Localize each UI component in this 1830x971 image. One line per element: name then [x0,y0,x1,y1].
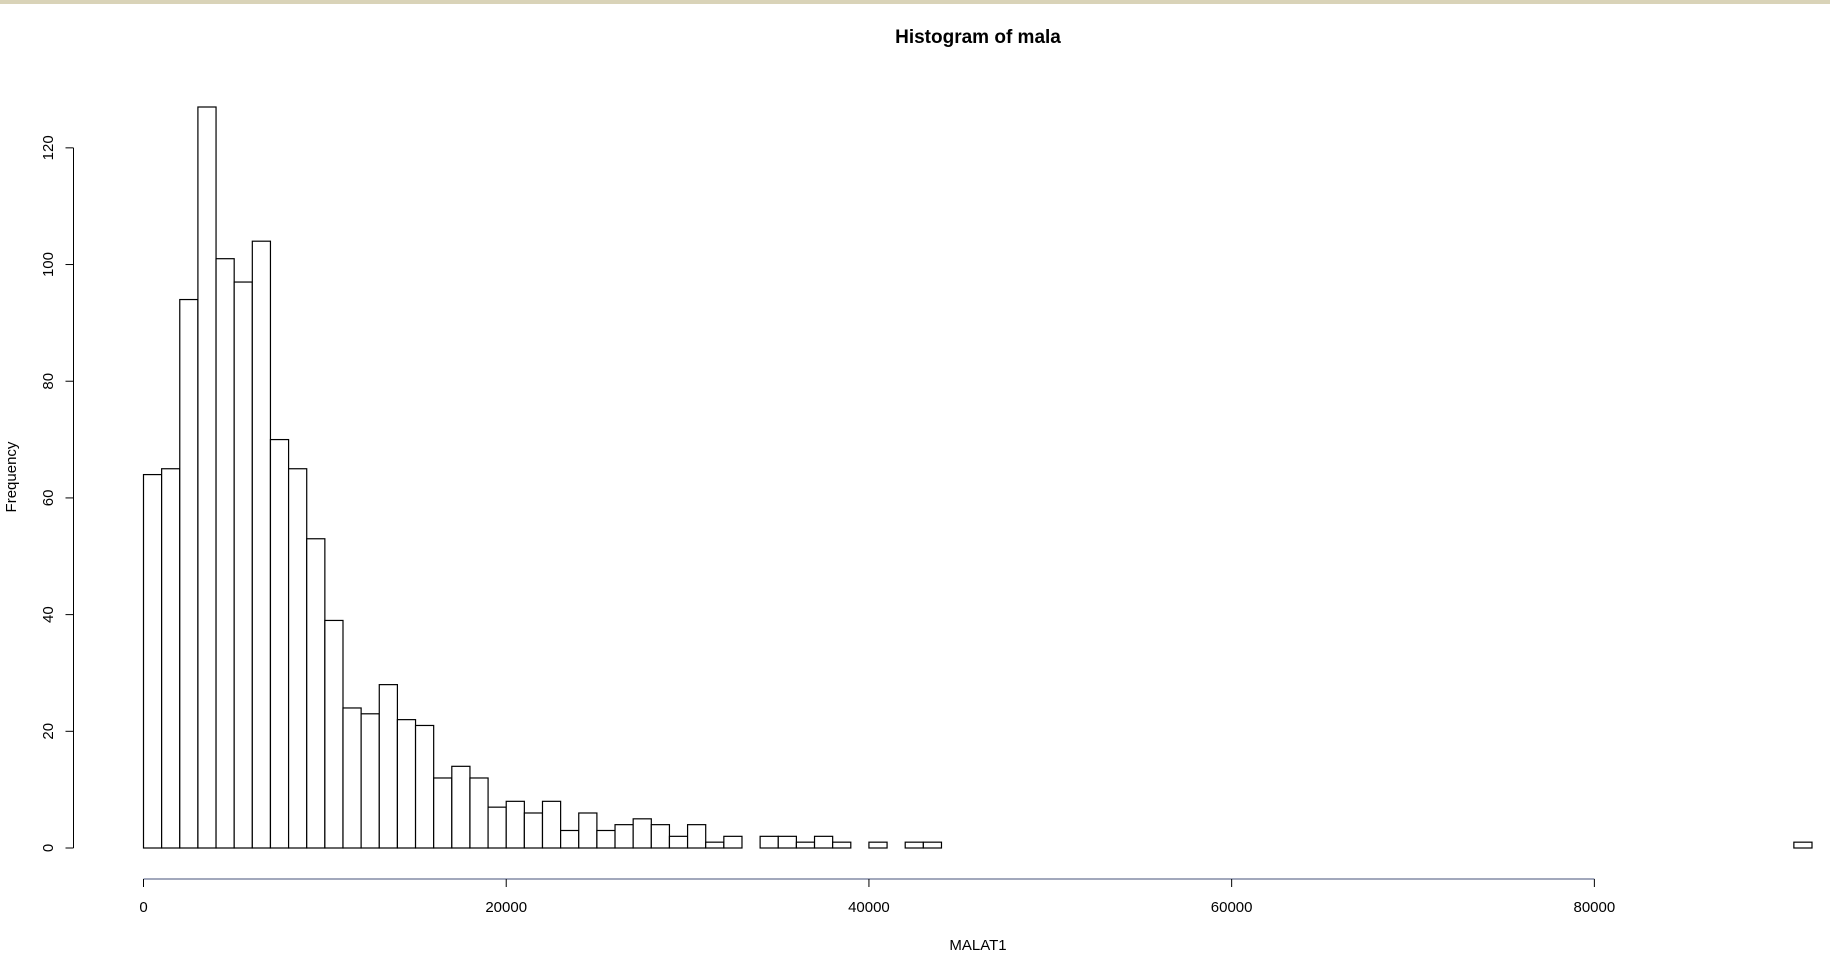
bar [632,818,652,849]
bar [251,240,272,849]
bar [1793,841,1813,849]
bar [668,835,689,849]
chart-title: Histogram of mala [895,27,1061,48]
y-axis-label: Frequency [3,441,20,512]
x-axis-label: MALAT1 [949,937,1006,954]
bar [596,829,616,849]
bar [142,473,163,849]
bar [832,841,852,849]
bar [650,824,671,849]
bar [686,824,707,849]
bar [287,468,308,849]
bar [705,841,725,849]
bar [342,707,362,849]
bar [197,106,217,849]
bar [505,800,525,849]
bar [396,719,417,849]
bar [269,438,290,849]
bar [306,538,326,849]
bar [868,841,888,849]
bar [560,829,580,849]
bar [795,841,816,849]
bar [922,841,943,849]
bar [179,298,199,849]
bar [614,824,634,849]
bar [451,765,471,849]
bar [487,806,507,849]
y-tick-label: 100 [40,252,57,277]
bar [378,684,399,849]
bar [414,724,435,849]
bar [324,619,344,849]
y-tick-label: 20 [40,723,57,740]
bar [233,281,253,849]
bar [777,835,797,849]
window-edge [0,0,1830,4]
bar [904,841,924,849]
y-tick-label: 80 [40,373,57,390]
bar [759,835,779,849]
y-tick-label: 0 [40,844,57,852]
bar [469,777,489,849]
bar [541,800,562,849]
y-tick-label: 60 [40,490,57,507]
bar [215,258,235,849]
x-tick-label: 80000 [1574,899,1616,916]
bar [578,812,598,849]
bar [813,835,834,849]
x-tick-label: 60000 [1211,899,1253,916]
x-tick-label: 20000 [485,899,527,916]
bar [523,812,544,849]
bar [360,713,380,849]
y-tick-label: 40 [40,606,57,623]
bar [161,468,181,849]
bar [433,777,453,849]
x-tick-label: 40000 [848,899,890,916]
bar [723,835,743,849]
x-tick-label: 0 [139,899,147,916]
y-tick-label: 120 [40,135,57,160]
